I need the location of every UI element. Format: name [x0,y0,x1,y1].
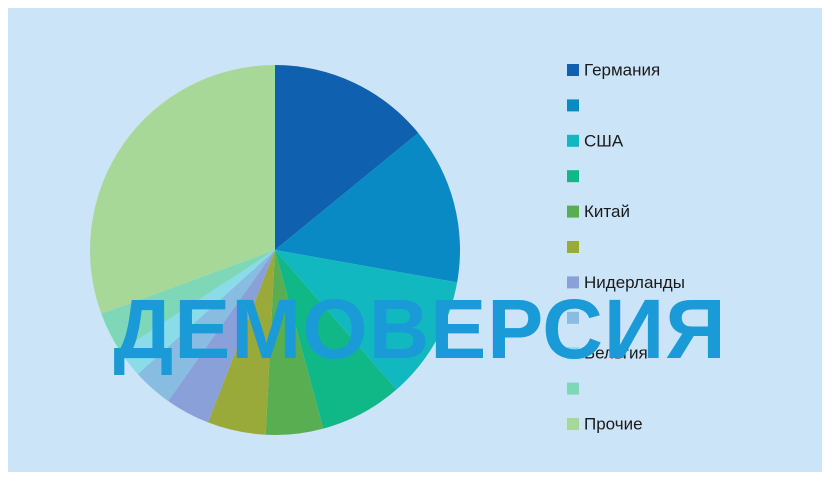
pie-slice [207,250,275,435]
legend-swatch [567,418,579,430]
watermark: ДЕМОВЕРСИЯ [113,282,726,376]
legend-swatch [567,276,579,289]
legend-swatch [567,241,579,253]
legend-label: Германия [584,60,660,79]
legend-swatch [567,311,579,324]
pie-slice [168,250,275,423]
pie-slice [137,250,275,402]
legend-swatch [567,64,579,76]
pie-slice [275,250,458,390]
pie-slice [101,250,276,352]
legend-swatch [567,170,579,183]
pie-slice [275,65,419,250]
pie-slice [265,250,324,435]
pie-slice [275,132,461,283]
legend-label: Китай [584,202,630,221]
pie-slice [275,250,397,429]
pie [89,65,461,435]
legend-swatch [567,134,579,147]
legend-swatch [567,99,579,112]
legend: Германия США Китай Нидерланды Бельгия Прочие [567,60,685,433]
legend-label: Прочие [584,414,643,433]
legend-swatch [567,382,579,395]
pie-slice [120,250,275,375]
legend-label: США [584,131,624,150]
legend-label: Нидерланды [584,273,685,292]
pie-slice [89,65,276,314]
legend-swatch [567,347,579,360]
legend-swatch [567,205,579,218]
legend-label: Бельгия [584,344,648,363]
